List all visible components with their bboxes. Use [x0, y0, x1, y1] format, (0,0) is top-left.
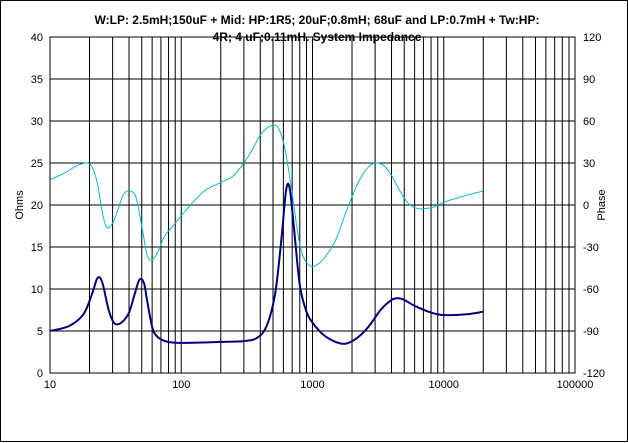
x-tick-label: 100000: [557, 379, 594, 391]
series-layer: [49, 124, 484, 345]
x-tick-label: 10: [44, 379, 56, 391]
y-right-tick-label: 30: [583, 158, 595, 170]
x-tick-label: 1000: [300, 379, 324, 391]
y-right-tick-label: 90: [583, 74, 595, 86]
y-left-tick-label: 15: [31, 242, 43, 254]
y-axis-left-title: Ohms: [14, 190, 26, 220]
chart-title-line-2: 4R; 4 uF;0.11mH. System Impedance: [213, 30, 422, 44]
y-right-tick-label: -90: [583, 326, 599, 338]
y-left-tick-label: 35: [31, 74, 43, 86]
grid-layer: [50, 37, 575, 373]
y-right-tick-label: 120: [583, 32, 601, 44]
y-left-tick-label: 5: [37, 326, 43, 338]
x-tick-label: 100: [172, 379, 190, 391]
y-right-tick-label: 0: [583, 200, 589, 212]
chart-title-line-1: W:LP: 2.5mH;150uF + Mid: HP:1R5; 20uF;0.…: [95, 13, 540, 27]
y-left-tick-label: 10: [31, 284, 43, 296]
y-left-tick-label: 0: [37, 368, 43, 380]
y-right-tick-label: -60: [583, 284, 599, 296]
x-tick-label: 10000: [428, 379, 459, 391]
y-right-tick-label: -30: [583, 242, 599, 254]
y-left-tick-label: 40: [31, 32, 43, 44]
y-axis-right-title: Phase: [596, 189, 608, 220]
impedance-series-line: [49, 182, 484, 345]
plot-area: [49, 36, 576, 374]
y-left-tick-label: 20: [31, 200, 43, 212]
y-left-tick-label: 30: [31, 116, 43, 128]
y-right-tick-label: 60: [583, 116, 595, 128]
phase-series-line: [49, 124, 484, 268]
y-right-tick-label: -120: [583, 368, 605, 380]
y-left-tick-label: 25: [31, 158, 43, 170]
tick-label-layer: 10 100 1000 10000 100000 0 5 10 15 20 25 30 35 40 -120…: [31, 32, 605, 391]
